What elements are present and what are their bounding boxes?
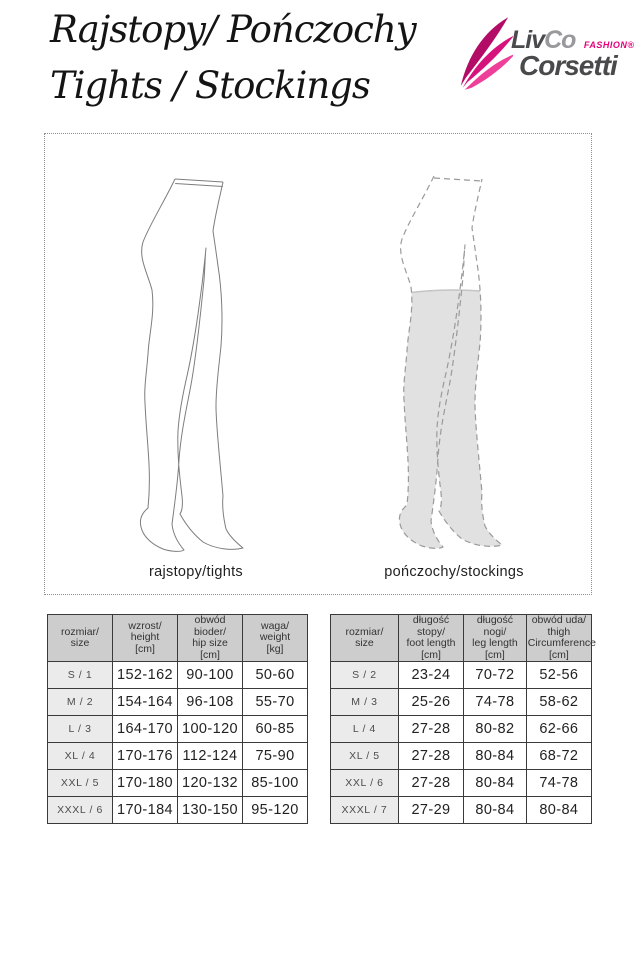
size-cell: XXL / 6 xyxy=(330,769,399,797)
table-row: XXL / 6 27-28 80-84 74-78 xyxy=(330,769,593,797)
page-title: Rajstopy/ Pończochy Tights / Stockings xyxy=(50,2,470,114)
value-cell: 58-62 xyxy=(525,688,593,716)
logo-text-liv: Liv xyxy=(511,26,545,54)
size-cell: S / 2 xyxy=(330,661,399,689)
value-cell: 70-72 xyxy=(463,661,527,689)
value-cell: 74-78 xyxy=(525,769,593,797)
header-cell: długość nogi/leg length [cm] xyxy=(463,614,527,662)
size-cell: M / 2 xyxy=(47,688,113,716)
size-cell: M / 3 xyxy=(330,688,399,716)
page-title-line2: Tights / Stockings xyxy=(50,64,371,107)
table-row: XXXL / 6 170-184 130-150 95-120 xyxy=(47,796,308,824)
table-row: S / 2 23-24 70-72 52-56 xyxy=(330,661,593,689)
header-cell: długość stopy/foot length [cm] xyxy=(397,614,465,662)
table-row: XL / 4 170-176 112-124 75-90 xyxy=(47,742,308,770)
size-cell: L / 4 xyxy=(330,715,399,743)
value-cell: 80-82 xyxy=(463,715,527,743)
header-cell: rozmiar/size xyxy=(47,614,113,662)
value-cell: 120-132 xyxy=(177,769,243,797)
logo-text-corsetti: Corsetti xyxy=(519,50,618,81)
stockings-caption: pończochy/stockings xyxy=(384,564,524,580)
value-cell: 164-170 xyxy=(112,715,178,743)
value-cell: 100-120 xyxy=(177,715,243,743)
value-cell: 170-184 xyxy=(112,796,178,824)
value-cell: 25-26 xyxy=(397,688,465,716)
size-cell: XL / 5 xyxy=(330,742,399,770)
value-cell: 90-100 xyxy=(177,661,243,689)
value-cell: 170-176 xyxy=(112,742,178,770)
value-cell: 112-124 xyxy=(177,742,243,770)
logo-text-fashion: FASHION® xyxy=(583,40,635,50)
logo-wordmark-top: LivCo FASHION® xyxy=(511,26,635,55)
logo-swoosh-icon xyxy=(460,17,513,90)
size-cell: XXL / 5 xyxy=(47,769,113,797)
header-cell: waga/weight [kg] xyxy=(242,614,308,662)
value-cell: 75-90 xyxy=(242,742,308,770)
header-cell: obwód uda/thigh Circumference [cm] xyxy=(525,614,597,662)
value-cell: 62-66 xyxy=(525,715,593,743)
tights-size-table: rozmiar/size wzrost/height [cm] obwód biode… xyxy=(47,614,308,824)
value-cell: 68-72 xyxy=(525,742,593,770)
value-cell: 27-28 xyxy=(397,715,465,743)
logo-text-co: Co xyxy=(544,26,576,54)
brand-logo: LivCo FASHION® Corsetti xyxy=(455,14,634,94)
value-cell: 152-162 xyxy=(112,661,178,689)
value-cell: 80-84 xyxy=(463,742,527,770)
value-cell: 60-85 xyxy=(242,715,308,743)
table-row: L / 4 27-28 80-82 62-66 xyxy=(330,715,593,743)
value-cell: 50-60 xyxy=(242,661,308,689)
header-row: rozmiar/size długość stopy/foot length [cm… xyxy=(330,614,597,662)
value-cell: 80-84 xyxy=(525,796,593,824)
value-cell: 85-100 xyxy=(242,769,308,797)
value-cell: 23-24 xyxy=(397,661,465,689)
size-cell: XXXL / 6 xyxy=(47,796,113,824)
value-cell: 80-84 xyxy=(463,796,527,824)
value-cell: 96-108 xyxy=(177,688,243,716)
table-row: M / 3 25-26 74-78 58-62 xyxy=(330,688,593,716)
table-row: M / 2 154-164 96-108 55-70 xyxy=(47,688,308,716)
value-cell: 80-84 xyxy=(463,769,527,797)
value-cell: 27-28 xyxy=(397,742,465,770)
stockings-illustration xyxy=(398,175,503,549)
size-cell: S / 1 xyxy=(47,661,113,689)
value-cell: 130-150 xyxy=(177,796,243,824)
table-row: XXXL / 7 27-29 80-84 80-84 xyxy=(330,796,593,824)
header-cell: wzrost/height [cm] xyxy=(112,614,178,662)
header-cell: rozmiar/size xyxy=(330,614,399,662)
size-cell: XL / 4 xyxy=(47,742,113,770)
table-row: XL / 5 27-28 80-84 68-72 xyxy=(330,742,593,770)
table-row: XXL / 5 170-180 120-132 85-100 xyxy=(47,769,308,797)
size-cell: L / 3 xyxy=(47,715,113,743)
value-cell: 95-120 xyxy=(242,796,308,824)
value-cell: 55-70 xyxy=(242,688,308,716)
value-cell: 154-164 xyxy=(112,688,178,716)
value-cell: 74-78 xyxy=(463,688,527,716)
value-cell: 170-180 xyxy=(112,769,178,797)
value-cell: 52-56 xyxy=(525,661,593,689)
size-cell: XXXL / 7 xyxy=(330,796,399,824)
table-row: L / 3 164-170 100-120 60-85 xyxy=(47,715,308,743)
header-row: rozmiar/size wzrost/height [cm] obwód biode… xyxy=(47,614,308,662)
stockings-size-table: rozmiar/size długość stopy/foot length [cm… xyxy=(330,614,597,824)
value-cell: 27-29 xyxy=(397,796,465,824)
table-row: S / 1 152-162 90-100 50-60 xyxy=(47,661,308,689)
tights-caption: rajstopy/tights xyxy=(149,564,243,580)
figures-panel: rajstopy/tights pończochy/stockings xyxy=(44,133,592,595)
header-cell: obwód bioder/hip size [cm] xyxy=(177,614,243,662)
value-cell: 27-28 xyxy=(397,769,465,797)
page-title-line1: Rajstopy/ Pończochy xyxy=(50,8,417,51)
tights-illustration xyxy=(139,178,244,552)
